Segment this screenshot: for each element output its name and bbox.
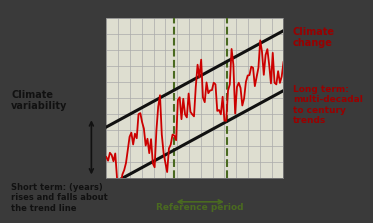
Text: Short term: (years)
rises and falls about
the trend line: Short term: (years) rises and falls abou… bbox=[11, 183, 108, 213]
Text: Long term:
multi-decadal
to century
trends: Long term: multi-decadal to century tren… bbox=[293, 85, 363, 125]
Text: Climate
variability: Climate variability bbox=[11, 90, 68, 111]
Text: Climate
change: Climate change bbox=[293, 27, 335, 48]
Text: Reference period: Reference period bbox=[156, 203, 244, 212]
